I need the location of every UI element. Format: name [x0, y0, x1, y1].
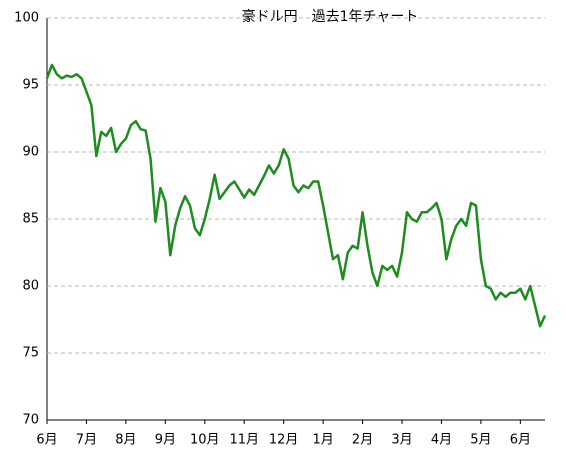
chart-title: 豪ドル円 過去1年チャート: [242, 9, 419, 25]
y-tick-label: 70: [22, 413, 39, 428]
x-tick-label: 4月: [431, 433, 452, 448]
x-tick-label: 7月: [76, 433, 97, 448]
x-tick-label: 2月: [352, 433, 373, 448]
x-tick-label: 5月: [470, 433, 491, 448]
y-tick-label: 85: [22, 212, 39, 227]
x-tick-label: 6月: [510, 433, 531, 448]
x-tick-label: 6月: [36, 433, 57, 448]
line-series: [45, 63, 547, 328]
x-tick-label: 11月: [229, 433, 259, 448]
y-tick-label: 95: [22, 78, 39, 93]
y-tick-label: 75: [22, 346, 39, 361]
y-tick-label: 80: [22, 279, 39, 294]
x-tick-label: 12月: [269, 433, 299, 448]
x-tick-label: 9月: [155, 433, 176, 448]
x-tick-label: 1月: [312, 433, 333, 448]
y-tick-label: 90: [22, 145, 39, 160]
y-tick-label: 100: [14, 11, 39, 26]
x-tick-label: 10月: [190, 433, 220, 448]
x-tick-label: 8月: [115, 433, 136, 448]
x-tick-label: 3月: [391, 433, 412, 448]
